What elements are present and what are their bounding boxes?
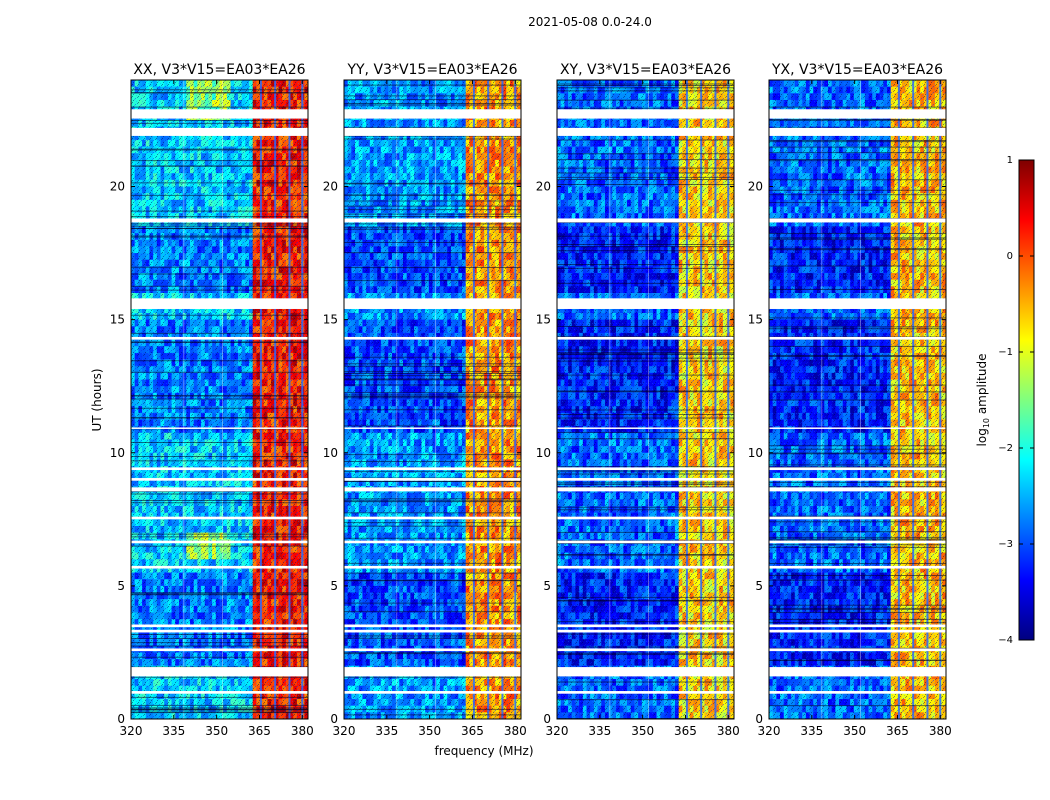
panel-xx: XX, V3*V15=EA03*EA26 320 335 350 365 380 0 5 10 1… [110, 62, 314, 738]
colorbar-tick-label: −2 [998, 443, 1013, 454]
colorbar: 10−1−2−3−4 log10 amplitude [975, 155, 1035, 646]
colorbar-label-rest: amplitude [975, 354, 989, 418]
colorbar-label-main: log [975, 428, 989, 446]
x-tick-label: 380 [504, 724, 527, 738]
panel-frame [556, 79, 735, 720]
panel-yy: YY, V3*V15=EA03*EA26 320 335 350 365 380 0 5 10 1… [323, 62, 527, 738]
x-tick-label: 335 [800, 724, 823, 738]
panel-title: XY, V3*V15=EA03*EA26 [560, 62, 731, 78]
panel-title: XX, V3*V15=EA03*EA26 [133, 62, 305, 78]
y-tick-label: 10 [536, 446, 551, 460]
x-tick-label: 350 [205, 724, 228, 738]
x-tick-label: 350 [843, 724, 866, 738]
heatmap-cells [769, 80, 946, 719]
y-tick-label: 5 [117, 579, 125, 593]
colorbar-tick-label: 0 [1007, 251, 1013, 262]
y-tick-label: 15 [748, 313, 763, 327]
x-tick-label: 365 [674, 724, 697, 738]
y-tick-label: 15 [110, 313, 125, 327]
heatmap-cells [131, 80, 308, 719]
colorbar-gradient [1018, 159, 1035, 641]
y-tick-label: 0 [117, 712, 125, 726]
y-tick-label: 5 [330, 579, 338, 593]
x-tick-label: 365 [461, 724, 484, 738]
heatmap-cells [344, 80, 521, 719]
y-tick-label: 5 [755, 579, 763, 593]
panel-title: YX, V3*V15=EA03*EA26 [771, 62, 943, 78]
x-tick-label: 320 [333, 724, 356, 738]
panel-frame [130, 79, 309, 720]
x-tick-label: 365 [248, 724, 271, 738]
x-tick-label: 335 [375, 724, 398, 738]
y-tick-label: 0 [330, 712, 338, 726]
y-tick-label: 15 [536, 313, 551, 327]
x-tick-label: 380 [291, 724, 314, 738]
colorbar-tick-label: −1 [998, 347, 1013, 358]
x-tick-label: 335 [162, 724, 185, 738]
panel-yx: YX, V3*V15=EA03*EA26 320 335 350 365 380 0 5 10 1… [748, 62, 952, 738]
heatmap-panels: XX, V3*V15=EA03*EA26 320 335 350 365 380 0 5 10 1… [110, 62, 952, 738]
x-tick-label: 320 [546, 724, 569, 738]
y-tick-label: 0 [543, 712, 551, 726]
x-tick-label: 335 [588, 724, 611, 738]
colorbar-tick-label: −3 [998, 539, 1013, 550]
panel-frame [343, 79, 522, 720]
x-tick-label: 380 [929, 724, 952, 738]
y-tick-label: 10 [748, 446, 763, 460]
y-tick-label: 20 [536, 180, 551, 194]
x-tick-label: 380 [717, 724, 740, 738]
x-tick-label: 350 [418, 724, 441, 738]
colorbar-ticks: 1 0 −1 −2 −3 −4 [998, 155, 1034, 646]
x-tick-label: 320 [120, 724, 143, 738]
colorbar-tick-label: −4 [998, 635, 1013, 646]
y-tick-label: 20 [748, 180, 763, 194]
x-tick-label: 350 [631, 724, 654, 738]
x-axis-label: frequency (MHz) [434, 744, 533, 758]
heatmap-cells [557, 80, 734, 719]
y-tick-label: 10 [323, 446, 338, 460]
y-tick-label: 15 [323, 313, 338, 327]
y-tick-label: 20 [110, 180, 125, 194]
y-tick-label: 0 [755, 712, 763, 726]
colorbar-tick-label: 1 [1007, 155, 1013, 166]
x-tick-label: 320 [758, 724, 781, 738]
x-tick-label: 365 [886, 724, 909, 738]
colorbar-label-subscript: 10 [982, 418, 991, 428]
panel-xy: XY, V3*V15=EA03*EA26 320 335 350 365 380 0 5 10 1… [536, 62, 740, 738]
colorbar-label: log10 amplitude [975, 354, 991, 447]
y-tick-label: 5 [543, 579, 551, 593]
y-tick-label: 20 [323, 180, 338, 194]
panel-frame [768, 79, 947, 720]
panel-title: YY, V3*V15=EA03*EA26 [346, 62, 517, 78]
figure-suptitle: 2021-05-08 0.0-24.0 [528, 15, 652, 29]
y-axis-label: UT (hours) [90, 368, 104, 431]
y-tick-label: 10 [110, 446, 125, 460]
